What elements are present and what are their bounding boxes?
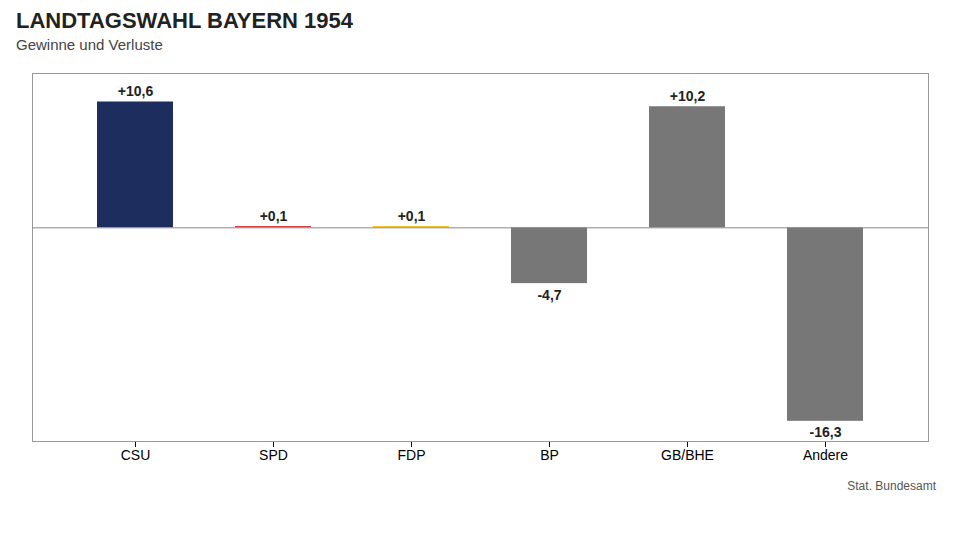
- svg-text:BP: BP: [540, 447, 559, 463]
- svg-text:-4,7: -4,7: [537, 287, 561, 303]
- svg-text:Andere: Andere: [803, 447, 848, 463]
- html-text:LANDTAGSWAHL BAYERN 1954: LANDTAGSWAHL BAYERN 1954: [16, 8, 353, 33]
- svg-text:CSU: CSU: [121, 447, 151, 463]
- svg-text:+10,2: +10,2: [670, 88, 706, 104]
- svg-text:FDP: FDP: [398, 447, 426, 463]
- svg-text:+10,6: +10,6: [118, 83, 154, 99]
- svg-text:+0,1: +0,1: [398, 208, 426, 224]
- html-text:Stat. Bundesamt: Stat. Bundesamt: [847, 479, 936, 493]
- svg-text:SPD: SPD: [259, 447, 288, 463]
- svg-text:-16,3: -16,3: [810, 424, 842, 440]
- svg-text:GB/BHE: GB/BHE: [661, 447, 714, 463]
- html-text:Gewinne und Verluste: Gewinne und Verluste: [16, 36, 163, 53]
- svg-text:+0,1: +0,1: [260, 208, 288, 224]
